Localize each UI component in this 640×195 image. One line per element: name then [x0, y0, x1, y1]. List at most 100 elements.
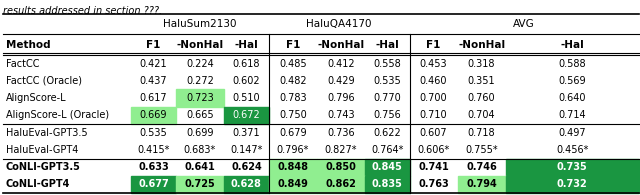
Text: FactCC (Oracle): FactCC (Oracle)	[6, 76, 82, 86]
Text: 0.569: 0.569	[558, 76, 586, 86]
Text: 0.848: 0.848	[277, 162, 308, 172]
Text: 0.617: 0.617	[140, 93, 168, 103]
Text: 0.665: 0.665	[186, 110, 214, 120]
Text: 0.760: 0.760	[468, 93, 495, 103]
Text: 0.437: 0.437	[140, 76, 168, 86]
Text: 0.725: 0.725	[184, 179, 216, 189]
Text: 0.456*: 0.456*	[556, 145, 588, 155]
Text: 0.558: 0.558	[373, 58, 401, 69]
Bar	[131, 107, 176, 124]
Text: HaluSum2130: HaluSum2130	[163, 19, 237, 29]
Text: 0.756: 0.756	[373, 110, 401, 120]
Text: 0.351: 0.351	[468, 76, 495, 86]
Text: HaluEval-GPT3.5: HaluEval-GPT3.5	[6, 128, 88, 138]
Bar	[176, 176, 224, 193]
Text: 0.606*: 0.606*	[417, 145, 450, 155]
Text: AlignScore-L (Oracle): AlignScore-L (Oracle)	[6, 110, 109, 120]
Text: 0.741: 0.741	[418, 162, 449, 172]
Text: 0.736: 0.736	[327, 128, 355, 138]
Text: 0.794: 0.794	[466, 179, 497, 189]
Text: 0.622: 0.622	[373, 128, 401, 138]
Text: 0.723: 0.723	[186, 93, 214, 103]
Text: 0.624: 0.624	[231, 162, 262, 172]
Text: 0.718: 0.718	[468, 128, 495, 138]
Text: 0.628: 0.628	[231, 179, 262, 189]
Text: Method: Method	[6, 40, 51, 50]
Text: 0.699: 0.699	[186, 128, 214, 138]
Bar	[176, 90, 224, 107]
Text: AlignScore-L: AlignScore-L	[6, 93, 67, 103]
Text: 0.669: 0.669	[140, 110, 167, 120]
Text: -NonHal: -NonHal	[458, 40, 505, 50]
Text: 0.710: 0.710	[420, 110, 447, 120]
Text: 0.743: 0.743	[327, 110, 355, 120]
Text: 0.850: 0.850	[325, 162, 356, 172]
Text: 0.714: 0.714	[558, 110, 586, 120]
Text: 0.862: 0.862	[325, 179, 356, 189]
Bar	[506, 176, 639, 193]
Text: 0.700: 0.700	[420, 93, 447, 103]
Text: CoNLI-GPT3.5: CoNLI-GPT3.5	[6, 162, 81, 172]
Text: 0.224: 0.224	[186, 58, 214, 69]
Text: 0.485: 0.485	[279, 58, 307, 69]
Text: 0.633: 0.633	[138, 162, 169, 172]
Text: 0.482: 0.482	[279, 76, 307, 86]
Text: 0.764*: 0.764*	[371, 145, 403, 155]
Bar	[458, 176, 506, 193]
Text: 0.677: 0.677	[138, 179, 169, 189]
Bar	[365, 159, 410, 176]
Text: 0.783: 0.783	[279, 93, 307, 103]
Bar	[317, 159, 365, 176]
Text: -Hal: -Hal	[234, 40, 259, 50]
Text: 0.415*: 0.415*	[138, 145, 170, 155]
Text: 0.618: 0.618	[233, 58, 260, 69]
Text: 0.835: 0.835	[372, 179, 403, 189]
Bar	[365, 176, 410, 193]
Bar	[317, 176, 365, 193]
Text: 0.602: 0.602	[232, 76, 260, 86]
Text: 0.750: 0.750	[279, 110, 307, 120]
Text: AVG: AVG	[513, 19, 535, 29]
Text: 0.845: 0.845	[372, 162, 403, 172]
Text: 0.535: 0.535	[373, 76, 401, 86]
Text: -Hal: -Hal	[560, 40, 584, 50]
Text: 0.510: 0.510	[232, 93, 260, 103]
Text: 0.460: 0.460	[420, 76, 447, 86]
Text: 0.849: 0.849	[277, 179, 308, 189]
Text: 0.683*: 0.683*	[184, 145, 216, 155]
Bar	[224, 176, 269, 193]
Text: FactCC: FactCC	[6, 58, 39, 69]
Text: 0.421: 0.421	[140, 58, 168, 69]
Text: 0.607: 0.607	[420, 128, 447, 138]
Text: F1: F1	[426, 40, 441, 50]
Text: HaluEval-GPT4: HaluEval-GPT4	[6, 145, 78, 155]
Text: 0.796: 0.796	[327, 93, 355, 103]
Text: 0.147*: 0.147*	[230, 145, 262, 155]
Text: 0.755*: 0.755*	[465, 145, 498, 155]
Text: 0.453: 0.453	[420, 58, 447, 69]
Text: 0.770: 0.770	[373, 93, 401, 103]
Text: 0.672: 0.672	[232, 110, 260, 120]
Text: -NonHal: -NonHal	[317, 40, 364, 50]
Bar	[506, 159, 639, 176]
Bar	[131, 176, 176, 193]
Text: 0.371: 0.371	[232, 128, 260, 138]
Text: F1: F1	[285, 40, 300, 50]
Text: 0.412: 0.412	[327, 58, 355, 69]
Text: results addressed in section ???.: results addressed in section ???.	[3, 6, 163, 16]
Bar	[269, 176, 317, 193]
Text: 0.640: 0.640	[559, 93, 586, 103]
Text: 0.679: 0.679	[279, 128, 307, 138]
Text: 0.429: 0.429	[327, 76, 355, 86]
Text: 0.497: 0.497	[558, 128, 586, 138]
Bar	[269, 159, 317, 176]
Bar	[224, 107, 269, 124]
Text: 0.827*: 0.827*	[324, 145, 357, 155]
Text: 0.641: 0.641	[184, 162, 216, 172]
Text: 0.535: 0.535	[140, 128, 168, 138]
Text: 0.796*: 0.796*	[276, 145, 309, 155]
Text: CoNLI-GPT4: CoNLI-GPT4	[6, 179, 70, 189]
Text: 0.763: 0.763	[418, 179, 449, 189]
Text: -Hal: -Hal	[375, 40, 399, 50]
Text: 0.318: 0.318	[468, 58, 495, 69]
